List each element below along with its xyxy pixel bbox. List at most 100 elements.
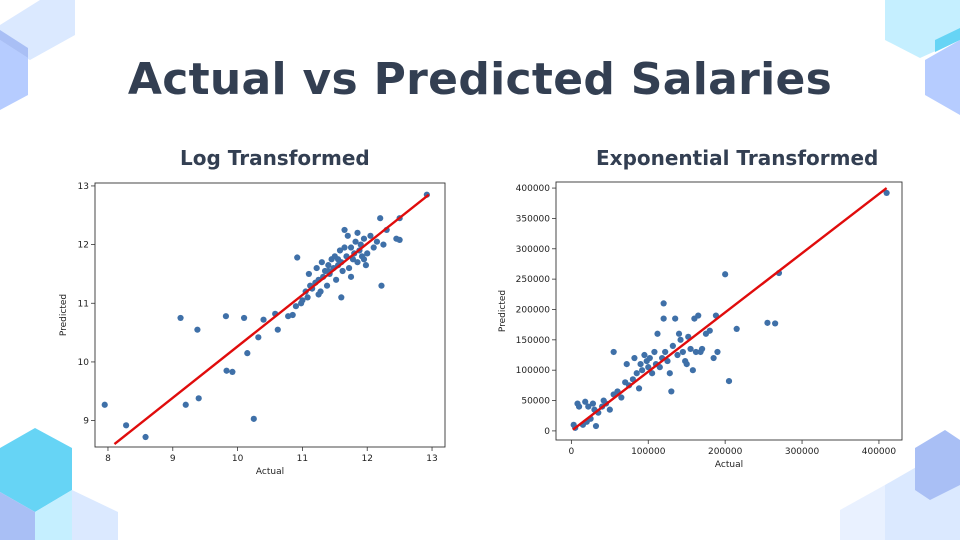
right-data-point	[714, 348, 721, 356]
right-data-point	[651, 348, 658, 356]
left-data-point	[373, 238, 381, 245]
left-y-tick-label: 11	[78, 299, 89, 309]
right-x-tick-label: 200000	[708, 447, 743, 457]
right-data-point	[683, 361, 690, 368]
left-data-point	[347, 244, 355, 251]
left-x-tick-label: 10	[232, 454, 244, 464]
right-y-tick-label: 350000	[516, 214, 551, 224]
left-data-point	[378, 282, 385, 289]
left-data-point	[229, 368, 236, 376]
right-y-tick-label: 400000	[516, 184, 551, 194]
right-data-point	[639, 367, 646, 374]
right-data-point	[606, 406, 613, 413]
top-right-deco	[885, 0, 960, 115]
right-y-tick-label: 150000	[516, 336, 551, 346]
bottom-left-deco	[0, 428, 118, 540]
right-data-point	[722, 271, 729, 278]
right-data-point	[654, 330, 661, 337]
right-data-point	[674, 351, 681, 359]
right-y-axis-label: Predicted	[498, 290, 508, 332]
right-data-point	[660, 300, 667, 307]
right-data-point	[660, 315, 667, 322]
left-data-point	[292, 303, 300, 310]
left-data-point	[260, 316, 267, 323]
left-data-point	[360, 256, 368, 263]
right-data-point	[666, 370, 673, 377]
left-data-point	[364, 250, 371, 257]
right-data-point	[610, 348, 617, 356]
left-data-point	[274, 326, 281, 333]
left-data-point	[223, 367, 230, 374]
left-chart-title: Log Transformed	[180, 146, 370, 170]
left-data-point	[294, 254, 301, 261]
right-data-point	[635, 385, 643, 392]
right-data-point	[585, 403, 592, 410]
right-data-point	[645, 364, 652, 371]
left-data-point	[333, 276, 340, 283]
left-data-point	[334, 256, 342, 263]
right-y-tick-label: 100000	[516, 366, 551, 376]
right-data-point	[698, 345, 706, 353]
left-data-point	[315, 291, 322, 298]
left-data-point	[123, 422, 130, 429]
left-data-point	[338, 294, 345, 301]
right-y-tick-label: 300000	[516, 245, 551, 255]
left-data-point	[305, 270, 312, 278]
right-x-tick-label: 0	[569, 447, 575, 457]
left-data-point	[344, 232, 351, 239]
left-data-point	[380, 241, 387, 248]
left-plot-frame	[94, 182, 446, 448]
right-data-point	[618, 394, 625, 401]
right-data-point	[677, 336, 684, 343]
right-y-tick-label: 250000	[516, 275, 551, 285]
right-fit-line	[572, 187, 888, 431]
left-data-point	[318, 259, 325, 266]
right-data-point	[692, 348, 700, 356]
right-x-tick-label: 100000	[631, 447, 666, 457]
left-x-tick-label: 11	[297, 454, 308, 464]
left-data-point	[194, 326, 201, 333]
top-left-deco	[0, 0, 75, 110]
left-data-point	[370, 244, 377, 251]
left-data-point	[325, 262, 332, 269]
left-data-point	[244, 350, 251, 357]
right-y-tick-label: 50000	[521, 397, 550, 407]
right-data-point	[582, 398, 589, 405]
right-plot-frame	[555, 181, 903, 441]
left-data-point	[354, 259, 361, 266]
right-data-point	[675, 330, 683, 337]
right-data-point	[883, 189, 890, 197]
left-data-point	[336, 247, 344, 254]
left-fit-line	[113, 193, 430, 446]
left-data-point	[349, 256, 357, 263]
left-data-point	[299, 297, 306, 304]
left-data-point	[101, 401, 108, 408]
left-data-point	[142, 433, 149, 441]
right-data-point	[646, 354, 653, 362]
right-data-point	[641, 351, 648, 359]
left-data-point	[345, 264, 353, 272]
left-y-tick-label: 10	[78, 358, 90, 368]
bottom-right-deco	[840, 430, 960, 540]
right-y-tick-label: 0	[544, 427, 550, 437]
right-data-point	[668, 388, 675, 395]
left-data-point	[250, 415, 257, 422]
right-data-point	[672, 315, 679, 322]
left-data-point	[352, 238, 359, 245]
left-x-tick-label: 13	[426, 454, 437, 464]
left-data-point	[255, 334, 262, 341]
left-data-point	[195, 395, 202, 402]
right-data-point	[689, 367, 696, 374]
left-y-tick-label: 9	[83, 417, 89, 427]
right-data-point	[592, 422, 600, 430]
right-data-point	[733, 325, 740, 333]
left-data-point	[341, 226, 348, 234]
left-x-tick-label: 9	[170, 454, 176, 464]
right-data-point	[631, 354, 638, 362]
right-data-point	[687, 345, 694, 353]
left-data-point	[177, 314, 184, 322]
left-data-point	[360, 235, 368, 242]
right-data-point	[772, 320, 779, 327]
left-data-point	[240, 314, 248, 322]
